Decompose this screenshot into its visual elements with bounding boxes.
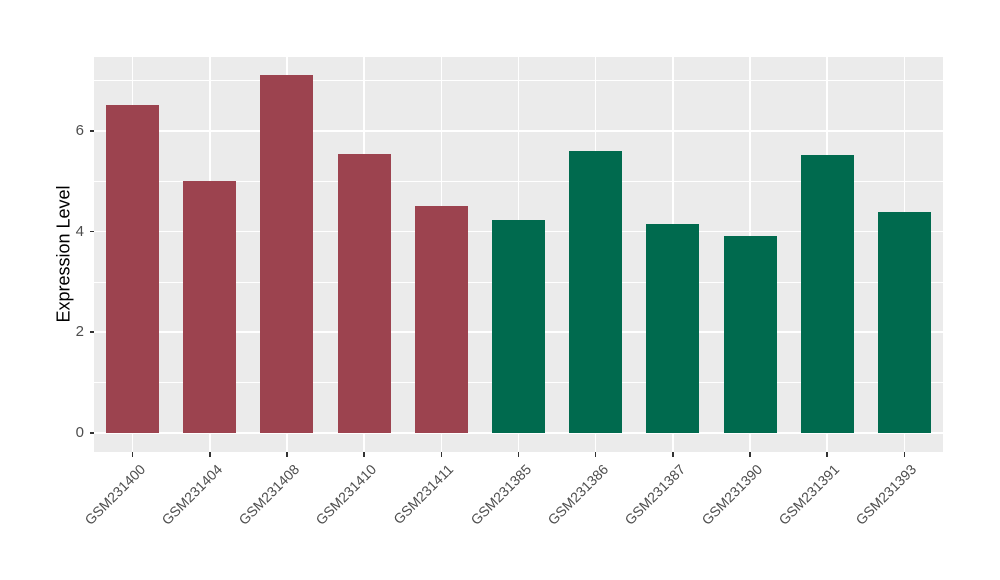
bar [414,205,468,433]
x-tick-mark [286,452,288,457]
y-axis-title: Expression Level [53,185,74,323]
x-tick-mark [826,452,828,457]
x-tick-mark [594,452,597,457]
y-tick-mark [89,432,94,434]
x-tick-label: GSM231390 [698,461,766,528]
plot-panel [94,57,943,452]
bar [183,180,237,433]
x-tick-mark [672,452,674,457]
x-tick-label: GSM231385 [466,461,534,528]
x-tick-mark [517,452,520,457]
bar [106,104,160,433]
y-tick-label: 4 [75,222,84,240]
y-tick-mark [89,331,94,333]
x-tick-mark [209,452,211,457]
x-tick-label: GSM231400 [80,461,148,528]
bar [723,235,777,433]
bar [569,150,623,433]
x-tick-label: GSM231408 [235,461,303,528]
y-tick-label: 6 [75,121,84,139]
x-tick-label: GSM231411 [390,461,457,528]
x-tick-mark [749,452,751,457]
x-tick-label: GSM231393 [852,461,920,528]
bar [800,154,854,433]
x-tick-label: GSM231404 [158,461,226,528]
x-tick-mark [440,452,443,457]
x-tick-label: GSM231410 [312,461,380,528]
x-tick-label: GSM231387 [621,461,689,528]
bar [492,220,545,433]
y-tick-label: 0 [75,423,84,441]
bar [260,74,314,433]
y-tick-mark [89,230,94,233]
x-tick-label: GSM231391 [775,461,843,528]
x-tick-label: GSM231386 [544,461,611,528]
x-tick-mark [363,452,365,457]
bar [646,224,700,433]
y-tick-mark [89,130,94,132]
bar [877,212,931,433]
bar [337,154,391,433]
y-tick-label: 2 [75,323,84,341]
x-tick-mark [131,452,134,457]
x-tick-mark [903,452,906,457]
